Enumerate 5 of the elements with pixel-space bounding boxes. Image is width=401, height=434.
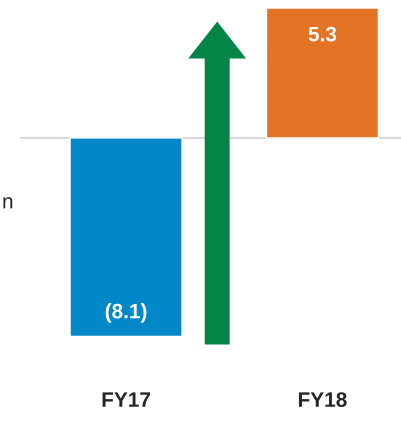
x-tick-label: FY17: [102, 392, 150, 407]
x-tick-label: FY18: [298, 392, 347, 407]
data-label: (8.1): [106, 303, 146, 323]
data-label: 5.3: [308, 26, 336, 42]
text: n: [3, 197, 12, 208]
